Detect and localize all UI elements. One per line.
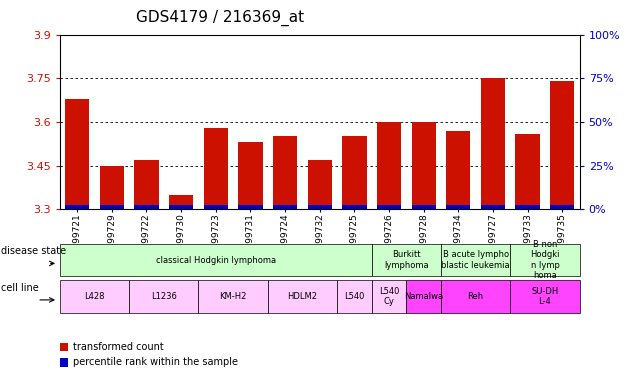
- Bar: [411, 122, 436, 205]
- Text: L428: L428: [84, 292, 105, 301]
- Bar: [273, 205, 297, 209]
- Text: Reh: Reh: [467, 292, 484, 301]
- Text: B non
Hodgki
n lymp
homa: B non Hodgki n lymp homa: [530, 240, 559, 280]
- Text: L540
Cy: L540 Cy: [379, 287, 399, 306]
- Bar: [169, 195, 193, 205]
- Bar: [515, 205, 540, 209]
- Text: cell line: cell line: [1, 283, 38, 293]
- Text: B acute lympho
blastic leukemia: B acute lympho blastic leukemia: [442, 250, 510, 270]
- Bar: [307, 205, 332, 209]
- Bar: [446, 205, 471, 209]
- Text: disease state: disease state: [1, 246, 66, 257]
- Text: HDLM2: HDLM2: [287, 292, 318, 301]
- Bar: [481, 78, 505, 205]
- Text: L1236: L1236: [151, 292, 177, 301]
- Bar: [203, 128, 228, 205]
- Bar: [515, 134, 540, 205]
- Text: percentile rank within the sample: percentile rank within the sample: [73, 358, 238, 367]
- Text: Namalwa: Namalwa: [404, 292, 444, 301]
- Text: transformed count: transformed count: [73, 342, 164, 352]
- Bar: [238, 205, 263, 209]
- Bar: [65, 99, 89, 205]
- Bar: [550, 81, 575, 205]
- Text: GDS4179 / 216369_at: GDS4179 / 216369_at: [137, 10, 304, 26]
- Bar: [377, 205, 401, 209]
- Bar: [134, 205, 159, 209]
- Bar: [100, 205, 124, 209]
- Bar: [481, 205, 505, 209]
- Text: classical Hodgkin lymphoma: classical Hodgkin lymphoma: [156, 256, 276, 265]
- Bar: [342, 205, 367, 209]
- Bar: [446, 131, 471, 205]
- Bar: [65, 205, 89, 209]
- Bar: [411, 205, 436, 209]
- Text: KM-H2: KM-H2: [219, 292, 247, 301]
- Bar: [134, 160, 159, 205]
- Bar: [377, 122, 401, 205]
- Bar: [273, 136, 297, 205]
- Bar: [550, 205, 575, 209]
- Bar: [307, 160, 332, 205]
- Bar: [342, 136, 367, 205]
- Bar: [100, 166, 124, 205]
- Text: Burkitt
lymphoma: Burkitt lymphoma: [384, 250, 428, 270]
- Bar: [203, 205, 228, 209]
- Bar: [238, 142, 263, 205]
- Bar: [169, 205, 193, 209]
- Text: L540: L540: [344, 292, 365, 301]
- Text: SU-DH
L-4: SU-DH L-4: [531, 287, 559, 306]
